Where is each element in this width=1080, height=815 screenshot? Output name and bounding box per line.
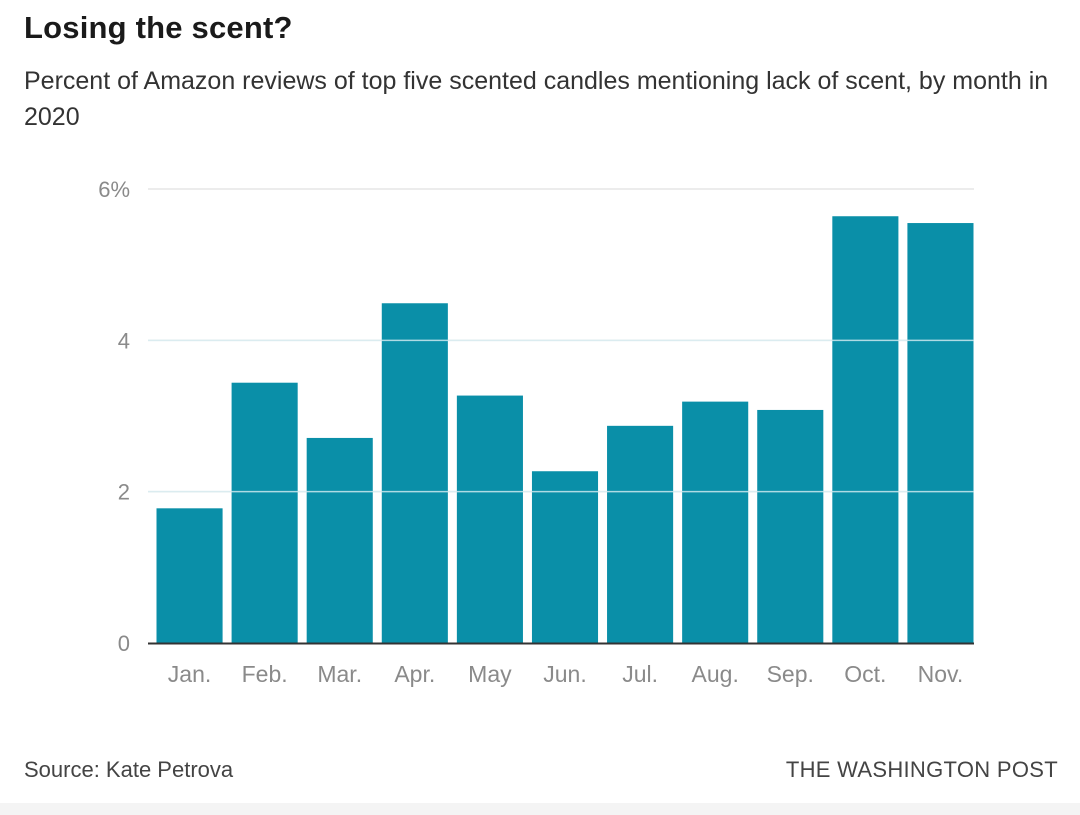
x-tick-label: Aug. [692, 661, 739, 687]
bottom-divider [0, 803, 1080, 815]
publisher-credit: THE WASHINGTON POST [785, 757, 1058, 782]
bar-jan [156, 508, 223, 643]
x-tick-label: Jun. [543, 661, 586, 687]
bar-apr [381, 303, 448, 643]
chart-title: Losing the scent? [24, 10, 293, 45]
y-tick-label: 0 [118, 631, 130, 656]
y-tick-labels: 0 2 4 6% [98, 177, 130, 656]
chart-subtitle: Percent of Amazon reviews of top five sc… [24, 67, 1049, 131]
x-tick-labels: Jan. Feb. Mar. Apr. May Jun. Jul. Aug. Sep. Oct. N… [168, 661, 963, 687]
bar-may [456, 395, 523, 643]
bar-feb [231, 382, 298, 643]
y-tick-label: 6% [98, 177, 130, 202]
x-tick-label: Apr. [394, 661, 435, 687]
x-tick-label: Jan. [168, 661, 211, 687]
bar-chart: 0 2 4 6% Jan. Feb. Mar. Apr. May Jun. Jul. Aug. Sep… [98, 177, 974, 687]
x-tick-label: Oct. [844, 661, 886, 687]
bar-aug [682, 401, 749, 643]
bar-nov [907, 223, 974, 644]
x-tick-label: Nov. [918, 661, 964, 687]
y-tick-label: 2 [118, 480, 130, 505]
x-tick-label: Jul. [622, 661, 658, 687]
bar-jun [531, 471, 599, 643]
bar-jul [607, 425, 674, 643]
y-tick-label: 4 [118, 328, 130, 353]
x-tick-label: Feb. [242, 661, 288, 687]
bar-oct [832, 216, 899, 644]
bars [148, 216, 974, 644]
bar-mar [306, 437, 373, 643]
x-tick-label: May [468, 661, 512, 687]
bar-sep [757, 409, 824, 643]
source-note: Source: Kate Petrova [24, 757, 234, 782]
x-tick-label: Mar. [317, 661, 362, 687]
x-tick-label: Sep. [767, 661, 814, 687]
